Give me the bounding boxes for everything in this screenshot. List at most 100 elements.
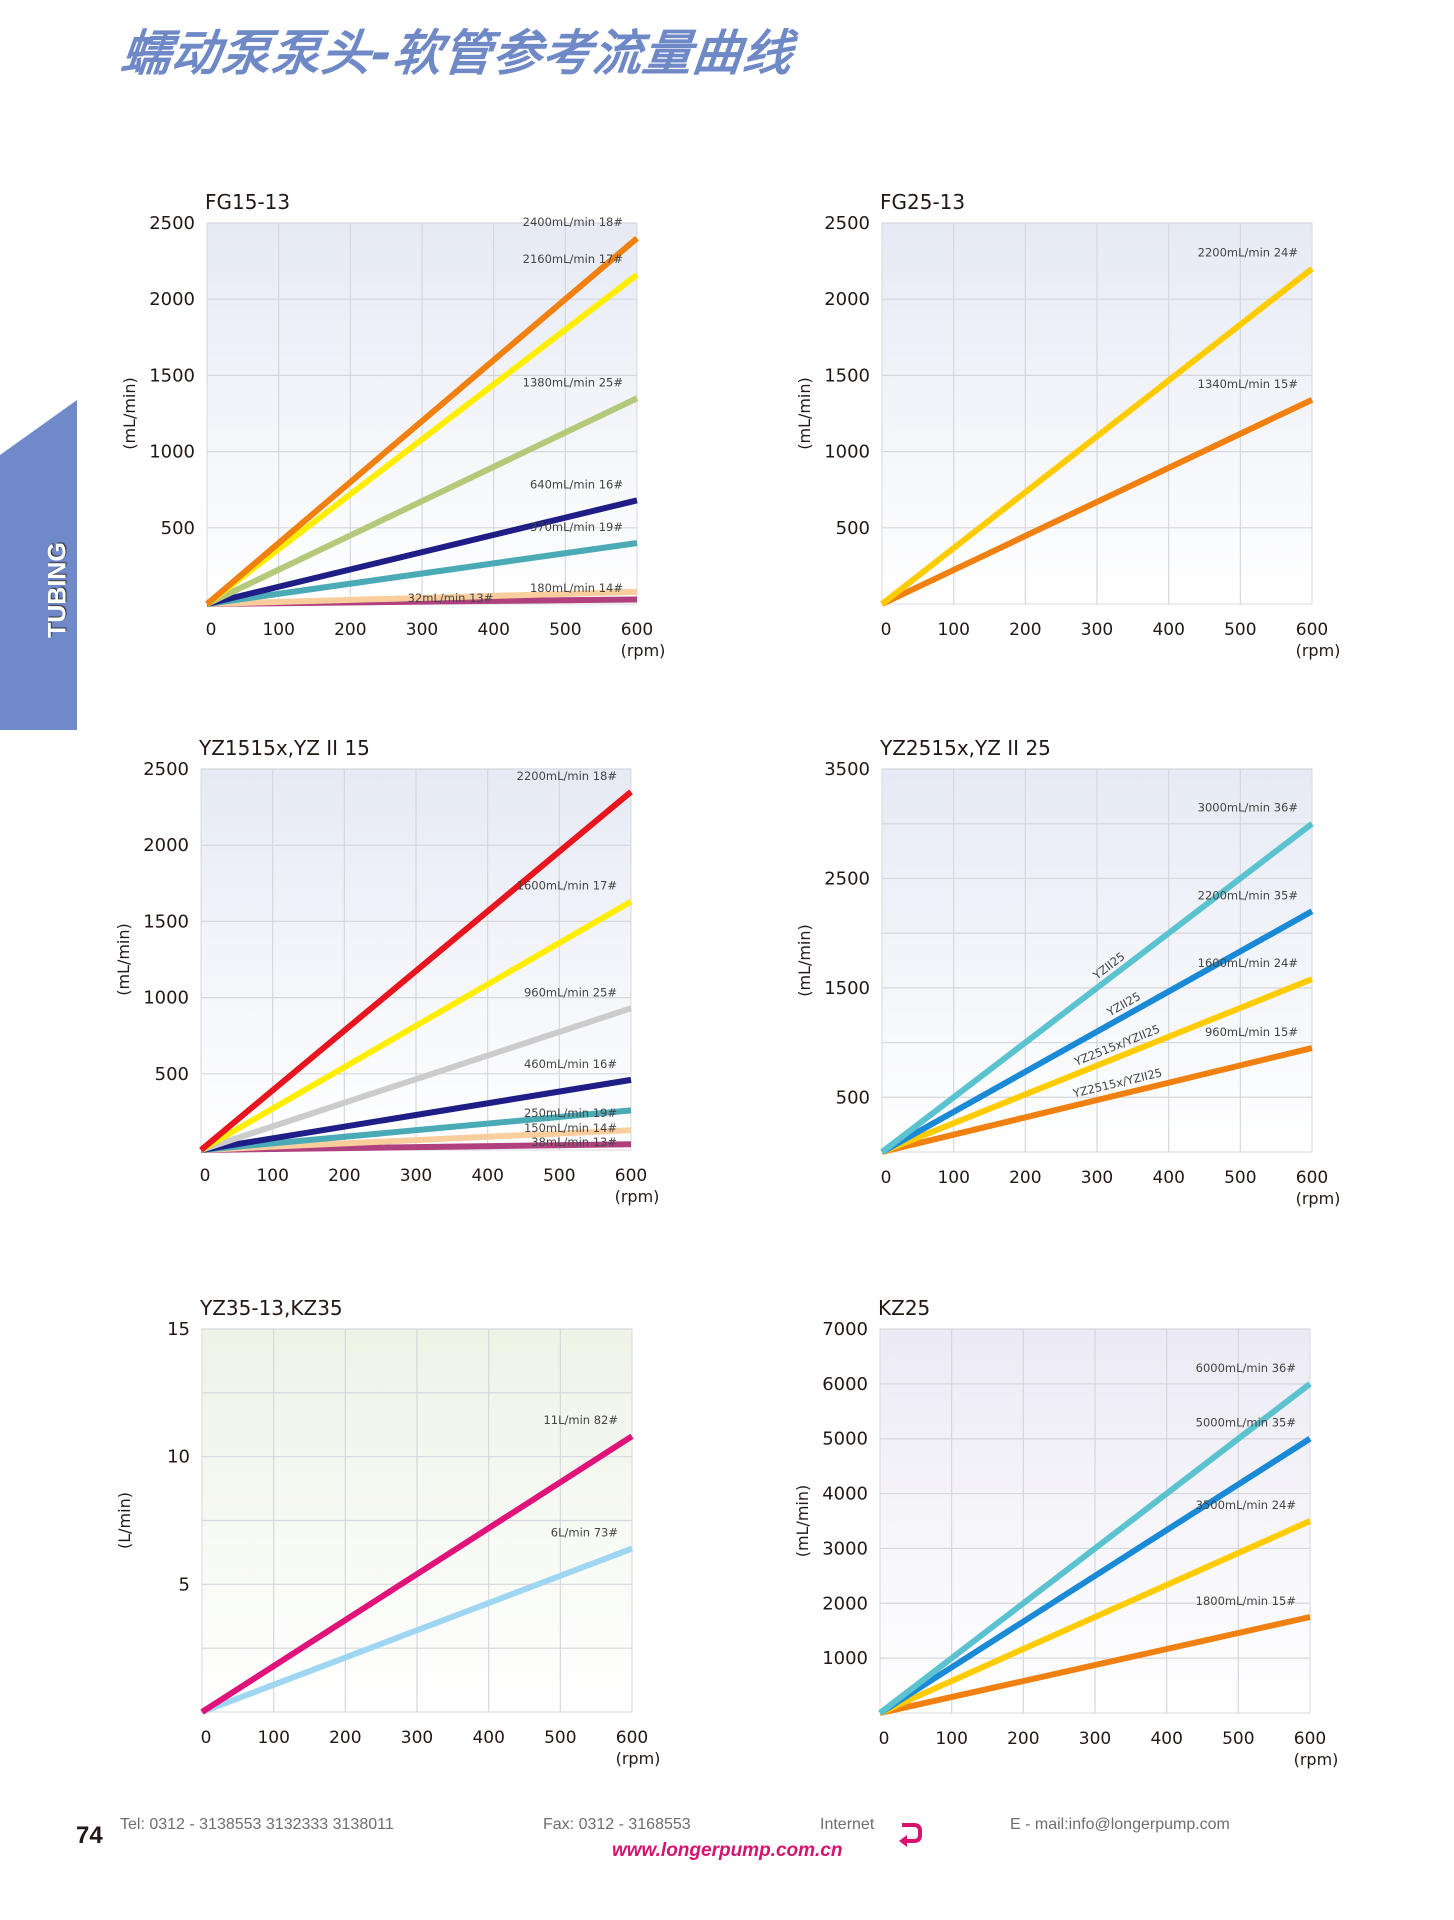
x-tick-label: 100 (937, 620, 969, 640)
series-line-25 (200, 1005, 632, 1153)
series-line-35 (880, 908, 1314, 1155)
series-label: 32mL/min 13# (408, 591, 494, 605)
x-tick-label: 0 (200, 1166, 211, 1186)
series-line-25 (205, 395, 639, 607)
x-tick-label: 500 (544, 1728, 576, 1748)
x-tick-label: 300 (406, 620, 438, 640)
y-tick-label: 2000 (143, 835, 189, 856)
y-tick-label: 3500 (824, 759, 870, 780)
series-line-15 (880, 397, 1314, 607)
series-label: 1600mL/min 17# (517, 879, 617, 893)
x-tick-label: 300 (400, 1166, 432, 1186)
y-tick-label: 1500 (824, 365, 870, 386)
x-tick-label: 600 (1296, 620, 1328, 640)
chart-0: FG15-13 500 1000 1500 2000 2500 0 100 200 300 400 5… (120, 190, 665, 660)
series-label: 1800mL/min 15# (1196, 1594, 1296, 1608)
x-tick-label: 300 (401, 1728, 433, 1748)
section-tab (0, 400, 77, 730)
y-tick-label: 2500 (824, 868, 870, 889)
x-axis-label: (rpm) (1296, 641, 1341, 660)
x-tick-label: 200 (1009, 620, 1041, 640)
series-line-17 (199, 898, 633, 1153)
y-tick-label: 1000 (149, 442, 195, 463)
chart-title: YZ35-13,KZ35 (199, 1296, 343, 1320)
series-label: 640mL/min 16# (530, 477, 623, 491)
x-tick-label: 400 (1150, 1729, 1182, 1749)
y-tick-label: 1500 (149, 365, 195, 386)
series-line-35 (878, 1436, 1312, 1716)
series-line-18 (199, 789, 633, 1153)
x-tick-label: 500 (543, 1166, 575, 1186)
series-label: 460mL/min 16# (524, 1057, 617, 1071)
series-line-16 (206, 497, 638, 607)
y-axis-label: (mL/min) (795, 377, 814, 450)
x-tick-label: 100 (937, 1168, 969, 1188)
chart-2: YZ1515x,YZ II 15 500 1000 1500 2000 2500 0 100 2… (114, 736, 659, 1206)
series-line-19 (206, 540, 638, 607)
y-tick-label: 4000 (822, 1484, 868, 1505)
y-axis-label: (mL/min) (120, 377, 139, 450)
series-label: 1380mL/min 25# (523, 375, 623, 389)
x-tick-label: 300 (1079, 1729, 1111, 1749)
series-line-15 (879, 1614, 1311, 1716)
y-tick-label: 2000 (149, 289, 195, 310)
x-tick-label: 100 (935, 1729, 967, 1749)
x-tick-label: 500 (1224, 1168, 1256, 1188)
y-tick-label: 5000 (822, 1429, 868, 1450)
x-tick-label: 500 (549, 620, 581, 640)
y-axis-label: (mL/min) (114, 923, 133, 996)
x-tick-label: 600 (1294, 1729, 1326, 1749)
x-tick-label: 100 (256, 1166, 288, 1186)
x-tick-label: 200 (1007, 1729, 1039, 1749)
y-tick-label: 500 (836, 518, 870, 539)
series-label: 2200mL/min 35# (1198, 888, 1298, 902)
series-label: 6L/min 73# (551, 1526, 618, 1540)
y-tick-label: 2500 (824, 213, 870, 234)
series-label: 3500mL/min 24# (1196, 1498, 1296, 1512)
y-tick-label: 2000 (822, 1593, 868, 1614)
footer-fax: Fax: 0312 - 3168553 (543, 1816, 691, 1833)
x-tick-label: 400 (472, 1728, 504, 1748)
x-tick-label: 400 (1152, 1168, 1184, 1188)
chart-5: KZ25 1000 2000 3000 4000 5000 6000 7000 0 100 200 3… (793, 1296, 1338, 1769)
series-line-24 (880, 266, 1314, 607)
series-label: 1340mL/min 15# (1198, 377, 1298, 391)
y-tick-label: 2000 (824, 289, 870, 310)
chart-title: KZ25 (878, 1296, 930, 1320)
x-tick-label: 600 (615, 1166, 647, 1186)
y-tick-label: 1000 (143, 988, 189, 1009)
x-axis-label: (rpm) (615, 1187, 660, 1206)
series-line-15 (881, 1045, 1313, 1155)
series-label: 370mL/min 19# (530, 520, 623, 534)
website-link[interactable]: www.longerpump.com.cn (612, 1840, 843, 1861)
x-tick-label: 0 (881, 1168, 892, 1188)
series-line-16 (200, 1076, 632, 1153)
y-axis-label: (L/min) (115, 1492, 134, 1549)
series-label: 2200mL/min 24# (1198, 246, 1298, 260)
series-line-82 (200, 1433, 634, 1715)
x-tick-label: 600 (616, 1728, 648, 1748)
x-tick-label: 200 (334, 620, 366, 640)
series-label: 250mL/min 19# (524, 1106, 617, 1120)
x-tick-label: 100 (262, 620, 294, 640)
x-axis-label: (rpm) (616, 1749, 661, 1768)
y-tick-label: 15 (167, 1319, 190, 1340)
y-tick-label: 2500 (149, 213, 195, 234)
footer-email[interactable]: E - mail:info@longerpump.com (1010, 1816, 1230, 1833)
x-tick-label: 600 (1296, 1168, 1328, 1188)
series-label: 180mL/min 14# (530, 581, 623, 595)
x-tick-label: 300 (1081, 620, 1113, 640)
y-tick-label: 1500 (824, 978, 870, 999)
chart-4: YZ35-13,KZ35 5 10 15 0 100 200 300 400 500 600(rpm… (115, 1296, 660, 1768)
x-tick-label: 200 (1009, 1168, 1041, 1188)
chart-title: FG15-13 (205, 190, 290, 214)
x-tick-label: 0 (206, 620, 217, 640)
series-line-36 (880, 821, 1314, 1155)
x-tick-label: 400 (477, 620, 509, 640)
series-line-36 (878, 1381, 1312, 1716)
series-line-73 (200, 1545, 634, 1715)
y-tick-label: 1000 (824, 442, 870, 463)
series-label: 150mL/min 14# (524, 1121, 617, 1135)
y-axis-label: (mL/min) (793, 1485, 812, 1558)
